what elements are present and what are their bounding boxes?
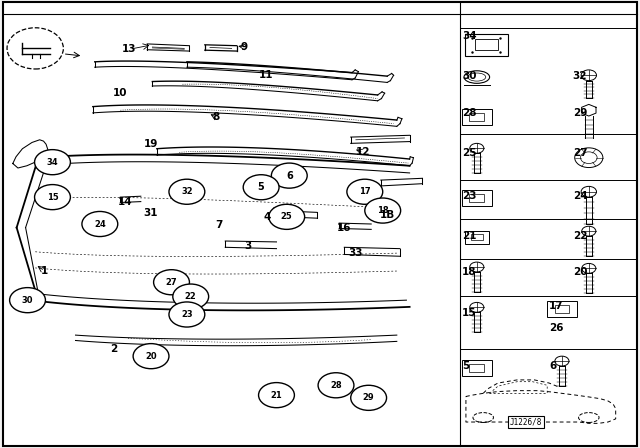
FancyBboxPatch shape (3, 2, 637, 446)
Text: 28: 28 (462, 108, 477, 118)
Text: 18: 18 (377, 206, 388, 215)
FancyBboxPatch shape (462, 190, 492, 206)
Circle shape (35, 185, 70, 210)
Text: 19: 19 (144, 139, 158, 149)
FancyBboxPatch shape (469, 364, 484, 372)
Circle shape (82, 211, 118, 237)
Ellipse shape (468, 73, 486, 81)
Text: 27: 27 (166, 278, 177, 287)
Text: 26: 26 (549, 323, 564, 333)
Circle shape (35, 150, 70, 175)
Text: 34: 34 (47, 158, 58, 167)
Circle shape (582, 263, 596, 273)
Text: 29: 29 (573, 108, 587, 118)
Text: 30: 30 (462, 71, 477, 81)
Text: 3: 3 (244, 241, 252, 251)
Circle shape (581, 186, 596, 197)
Text: 17: 17 (549, 301, 564, 310)
Text: 33: 33 (348, 248, 362, 258)
Text: 32: 32 (573, 71, 588, 81)
Text: 31: 31 (143, 208, 157, 218)
Ellipse shape (473, 413, 493, 422)
Text: J1226/8: J1226/8 (510, 418, 542, 426)
Circle shape (10, 288, 45, 313)
Text: 1: 1 (41, 266, 49, 276)
Text: 11: 11 (259, 70, 273, 80)
Circle shape (169, 302, 205, 327)
Text: 14: 14 (118, 198, 132, 207)
Text: 34: 34 (462, 31, 477, 41)
Text: 20: 20 (573, 267, 588, 277)
Text: 12: 12 (356, 147, 371, 157)
Circle shape (347, 179, 383, 204)
Text: 18: 18 (462, 267, 477, 277)
Text: 27: 27 (573, 148, 588, 158)
Circle shape (259, 383, 294, 408)
Circle shape (365, 198, 401, 223)
FancyBboxPatch shape (547, 301, 577, 317)
Text: 20: 20 (145, 352, 157, 361)
Circle shape (243, 175, 279, 200)
FancyBboxPatch shape (475, 39, 498, 51)
Text: 6: 6 (549, 362, 556, 371)
Text: 7: 7 (215, 220, 223, 230)
Text: 21: 21 (271, 391, 282, 400)
Text: 4: 4 (264, 212, 271, 222)
Circle shape (318, 373, 354, 398)
FancyBboxPatch shape (462, 360, 492, 376)
Circle shape (575, 148, 603, 168)
Text: 5: 5 (258, 182, 264, 192)
Text: 22: 22 (185, 292, 196, 301)
Circle shape (173, 284, 209, 309)
Text: 24: 24 (94, 220, 106, 228)
Ellipse shape (7, 28, 63, 69)
Text: 21: 21 (462, 231, 477, 241)
Text: 25: 25 (462, 148, 477, 158)
Text: 23: 23 (181, 310, 193, 319)
Text: 24: 24 (573, 191, 588, 201)
FancyBboxPatch shape (554, 305, 570, 313)
Text: 13: 13 (122, 44, 136, 54)
Text: 6: 6 (286, 171, 292, 181)
Text: 22: 22 (573, 231, 588, 241)
Text: 30: 30 (22, 296, 33, 305)
Circle shape (169, 179, 205, 204)
Circle shape (580, 152, 597, 164)
Circle shape (269, 204, 305, 229)
Text: 15: 15 (47, 193, 58, 202)
Circle shape (271, 163, 307, 188)
Circle shape (154, 270, 189, 295)
Text: 32: 32 (181, 187, 193, 196)
Circle shape (582, 226, 596, 236)
Text: 9: 9 (241, 42, 248, 52)
Circle shape (555, 356, 569, 366)
Text: 8: 8 (212, 112, 220, 122)
Circle shape (351, 385, 387, 410)
FancyBboxPatch shape (469, 194, 484, 202)
Circle shape (470, 143, 484, 153)
FancyBboxPatch shape (462, 109, 492, 125)
Ellipse shape (464, 71, 490, 83)
Text: 15: 15 (462, 308, 477, 318)
Text: 23: 23 (462, 191, 477, 201)
Text: 10: 10 (113, 88, 127, 98)
Text: 5: 5 (462, 362, 469, 371)
Circle shape (470, 262, 484, 272)
FancyBboxPatch shape (469, 113, 484, 121)
Ellipse shape (579, 413, 599, 422)
Text: 17: 17 (359, 187, 371, 196)
Text: 29: 29 (363, 393, 374, 402)
FancyBboxPatch shape (471, 234, 483, 241)
Circle shape (470, 302, 484, 312)
Text: 1B: 1B (380, 210, 396, 220)
Text: 28: 28 (330, 381, 342, 390)
FancyBboxPatch shape (465, 34, 508, 56)
Circle shape (581, 70, 596, 81)
Text: 16: 16 (337, 224, 351, 233)
Text: 2: 2 (110, 345, 118, 354)
Circle shape (133, 344, 169, 369)
Text: 25: 25 (281, 212, 292, 221)
FancyBboxPatch shape (465, 231, 489, 244)
